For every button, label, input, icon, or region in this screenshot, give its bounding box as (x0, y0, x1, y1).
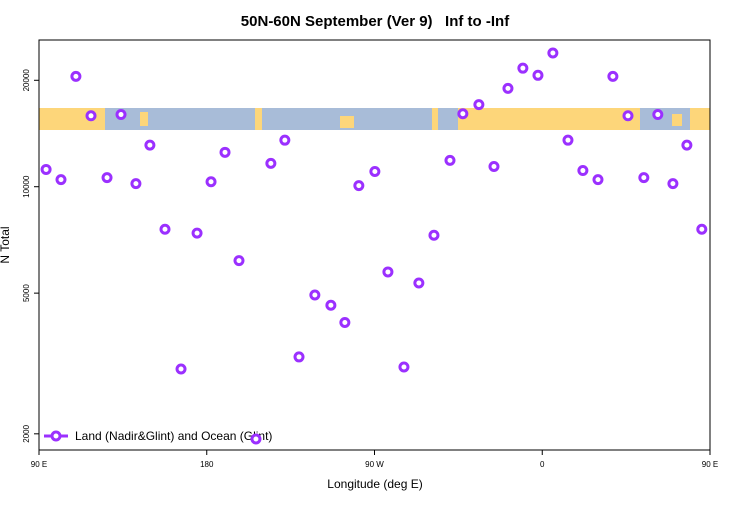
ocean (105, 108, 255, 130)
y-tick-label: 5000 (22, 284, 31, 302)
point (175, 363, 187, 375)
point (130, 178, 142, 190)
point (339, 316, 351, 328)
point (444, 154, 456, 166)
point (547, 47, 559, 59)
point (265, 157, 277, 169)
legend-label: Land (Nadir&Glint) and Ocean (Glint) (75, 429, 272, 443)
point (532, 69, 544, 81)
point (101, 172, 113, 184)
point (159, 223, 171, 235)
chart-title: 50N-60N September (Ver 9) Inf to -Inf (241, 13, 510, 30)
ocean (640, 108, 690, 130)
land (140, 112, 148, 126)
point (353, 180, 365, 192)
point (40, 163, 52, 175)
point (488, 160, 500, 172)
point (219, 146, 231, 158)
legend-marker (50, 430, 62, 442)
x-tick-label: 180 (200, 460, 214, 469)
point (681, 139, 693, 151)
point (577, 165, 589, 177)
y-tick-label: 10000 (22, 175, 31, 198)
point (622, 110, 634, 122)
point (205, 176, 217, 188)
point (115, 109, 127, 121)
x-axis-label: Longitude (deg E) (327, 477, 422, 491)
legend: Land (Nadir&Glint) and Ocean (Glint) (44, 429, 272, 443)
point (85, 110, 97, 122)
point (250, 433, 262, 445)
land (672, 114, 682, 126)
point (457, 108, 469, 120)
point (369, 166, 381, 178)
point (382, 266, 394, 278)
y-tick-label: 20000 (22, 69, 31, 92)
point (473, 99, 485, 111)
point (428, 229, 440, 241)
x-tick-label: 90 W (365, 460, 384, 469)
point (144, 139, 156, 151)
point (413, 277, 425, 289)
point (293, 351, 305, 363)
point (325, 299, 337, 311)
x-tick-label: 0 (540, 460, 545, 469)
point (70, 70, 82, 82)
point (638, 172, 650, 184)
point (191, 227, 203, 239)
point (233, 255, 245, 267)
ocean (438, 108, 458, 130)
land (340, 116, 354, 128)
point (55, 174, 67, 186)
point (667, 178, 679, 190)
point (696, 223, 708, 235)
point (398, 361, 410, 373)
point (502, 82, 514, 94)
point (279, 134, 291, 146)
point (562, 134, 574, 146)
point (309, 289, 321, 301)
map-band (39, 108, 710, 130)
point (592, 174, 604, 186)
y-tick-label: 2000 (22, 424, 31, 442)
y-axis-label: N Total (0, 226, 12, 263)
x-tick-label: 90 E (31, 460, 47, 469)
point (607, 70, 619, 82)
point (652, 109, 664, 121)
x-tick-label: 90 E (702, 460, 718, 469)
point (517, 62, 529, 74)
